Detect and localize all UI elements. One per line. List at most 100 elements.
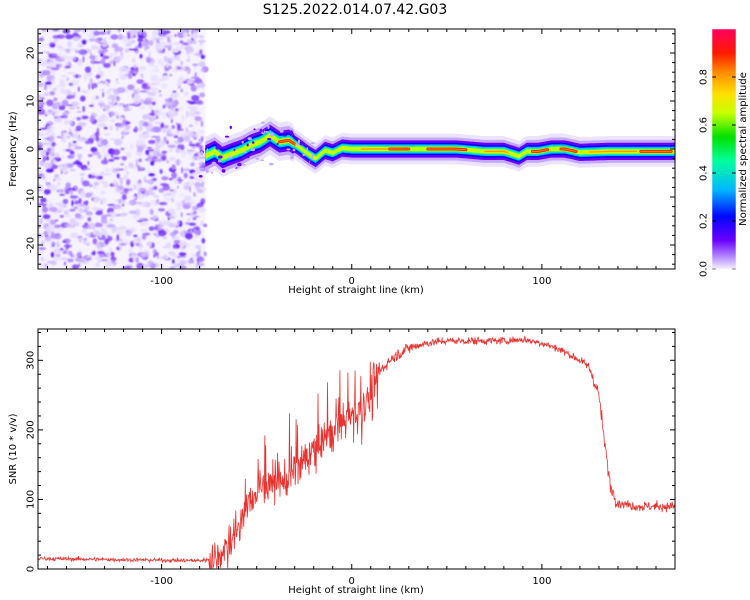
noise-blob [173, 99, 179, 107]
noise-blob [140, 73, 144, 78]
spectrogram-y-ticks: -20 -10 0 10 20 [26, 33, 675, 265]
noise-blob [69, 91, 72, 95]
ridge-speckle [282, 134, 287, 137]
noise-blob [83, 238, 88, 240]
noise-blob [69, 218, 77, 225]
ridge-speckle [241, 164, 246, 166]
noise-blob [102, 181, 109, 189]
noise-blob [147, 94, 151, 97]
noise-blob [193, 191, 196, 198]
noise-blob [151, 87, 159, 94]
noise-blob [46, 260, 55, 264]
noise-blob [179, 193, 185, 197]
noise-blob [132, 258, 137, 262]
noise-blob [91, 96, 101, 101]
noise-blob [189, 186, 192, 193]
ridge-speckle [243, 151, 247, 154]
noise-blob [155, 135, 161, 143]
noise-blob [63, 119, 71, 123]
noise-blob [69, 208, 76, 212]
noise-blob [169, 252, 174, 257]
noise-blob [139, 106, 146, 110]
ridge-speckle [267, 137, 272, 141]
ridge-speckle [309, 160, 312, 165]
noise-blob [161, 49, 166, 54]
noise-blob [97, 123, 107, 128]
noise-blob [41, 97, 45, 101]
noise-blob [107, 211, 117, 218]
noise-blob [60, 74, 67, 78]
noise-blob [139, 66, 147, 71]
noise-blob [165, 242, 172, 250]
ridge-speckle [306, 147, 309, 151]
noise-blob [199, 162, 206, 167]
noise-blob [45, 151, 49, 157]
noise-blob [132, 94, 141, 101]
noise-blob [97, 154, 103, 159]
noise-blob [184, 232, 193, 240]
noise-blob [50, 251, 55, 258]
noise-blob [195, 99, 203, 104]
snr-series-line [38, 335, 675, 569]
noise-blob [151, 30, 159, 36]
noise-blob [180, 46, 184, 50]
noise-blob [119, 67, 129, 70]
noise-blob [199, 68, 205, 73]
noise-blob [46, 183, 50, 188]
noise-blob [177, 179, 184, 182]
noise-blob [137, 35, 145, 39]
noise-blob [58, 105, 66, 111]
noise-blob [68, 142, 72, 149]
noise-blob [177, 176, 182, 181]
noise-blob [139, 125, 143, 132]
noise-blob [59, 214, 65, 218]
ridge-speckle [224, 135, 230, 138]
ridge-speckle [265, 148, 267, 151]
noise-blob [194, 71, 197, 78]
noise-blob [84, 140, 91, 145]
noise-blob [110, 119, 115, 123]
noise-blob [124, 165, 128, 173]
noise-blob [141, 40, 149, 47]
noise-blob [183, 185, 191, 191]
ridge-speckle [228, 156, 233, 159]
noise-blob [103, 133, 110, 136]
ridge-speckle [211, 161, 216, 165]
noise-blob [119, 74, 127, 81]
noise-blob [187, 40, 193, 46]
noise-blob [180, 211, 183, 218]
noise-blob [195, 142, 201, 148]
noise-blob [115, 167, 121, 172]
noise-blob [173, 47, 180, 53]
ridge-speckle [215, 145, 220, 150]
noise-blob [98, 42, 104, 45]
noise-blob [87, 216, 92, 222]
noise-blob [135, 158, 139, 166]
noise-blob [194, 233, 199, 239]
noise-blob [76, 117, 81, 121]
noise-blob [66, 77, 70, 82]
noise-blob [95, 175, 99, 180]
noise-blob [38, 37, 45, 42]
noise-blob [151, 76, 157, 82]
noise-blob [101, 170, 105, 178]
noise-blob [149, 40, 154, 46]
spec-y-tick-label: -10 [26, 189, 37, 205]
noise-blob [192, 39, 197, 45]
noise-blob [85, 29, 95, 32]
ridge-speckle [229, 125, 232, 129]
noise-blob [186, 100, 193, 103]
noise-blob [156, 255, 160, 259]
noise-blob [176, 158, 179, 166]
noise-blob [153, 214, 158, 220]
noise-blob [129, 68, 135, 74]
ridge-speckle [221, 169, 226, 173]
noise-blob [85, 233, 91, 237]
noise-blob [38, 152, 41, 156]
noise-blob [192, 217, 197, 221]
noise-blob [191, 33, 199, 40]
noise-blob [190, 94, 200, 102]
noise-blob [169, 103, 174, 111]
noise-blob [93, 181, 100, 186]
noise-blob [146, 179, 155, 185]
